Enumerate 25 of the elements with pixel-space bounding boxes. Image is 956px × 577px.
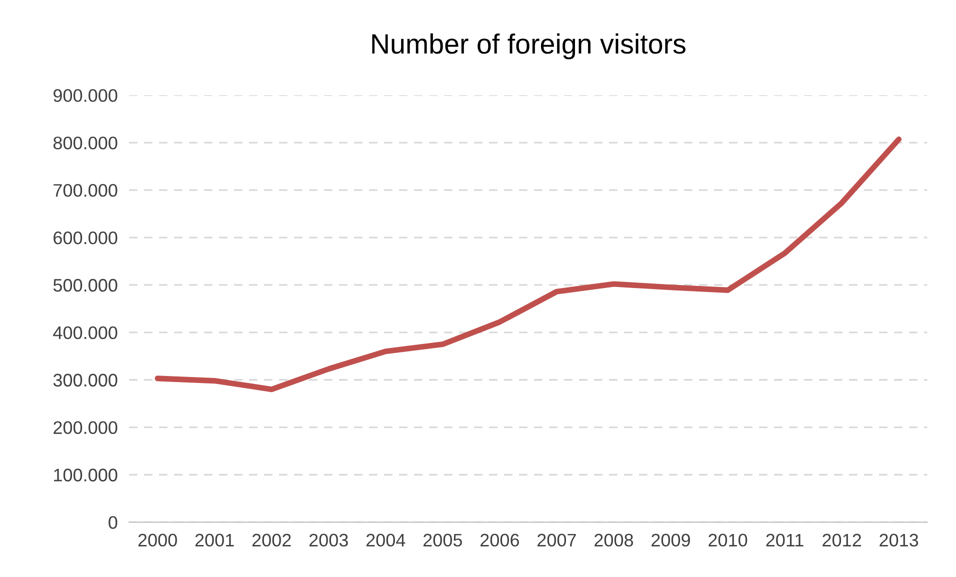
x-tick-label: 2011: [766, 534, 804, 547]
y-tick-label: 400.000: [53, 326, 118, 340]
x-tick-label: 2005: [423, 534, 462, 547]
x-tick-label: 2002: [252, 534, 291, 547]
x-tick-label: 2008: [594, 534, 634, 547]
x-tick-label: 2009: [652, 534, 690, 547]
y-tick-label: 800.000: [53, 136, 118, 150]
y-tick-label: 0: [108, 516, 118, 529]
y-tick-label: 200.000: [54, 421, 118, 434]
x-tick-label: 2004: [366, 534, 406, 547]
y-tick-label: 700.000: [54, 184, 118, 197]
x-tick-label: 2006: [480, 534, 519, 547]
x-tick-label: 2010: [708, 534, 748, 547]
y-tick-label: 300.000: [53, 374, 118, 387]
x-tick-label: 2003: [309, 534, 348, 547]
x-tick-label: 2012: [822, 534, 861, 547]
x-tick-label: 2001: [195, 534, 234, 547]
x-tick-label: 2007: [538, 534, 576, 547]
y-tick-label: 900.000: [54, 89, 118, 102]
chart-title: Number of foreign visitors: [372, 33, 686, 60]
x-tick-label: 2013: [880, 534, 918, 547]
x-tick-label: 2000: [138, 534, 177, 547]
y-tick-label: 100.000: [54, 468, 118, 482]
y-tick-label: 600.000: [54, 231, 118, 244]
y-tick-label: 500.000: [53, 278, 118, 292]
